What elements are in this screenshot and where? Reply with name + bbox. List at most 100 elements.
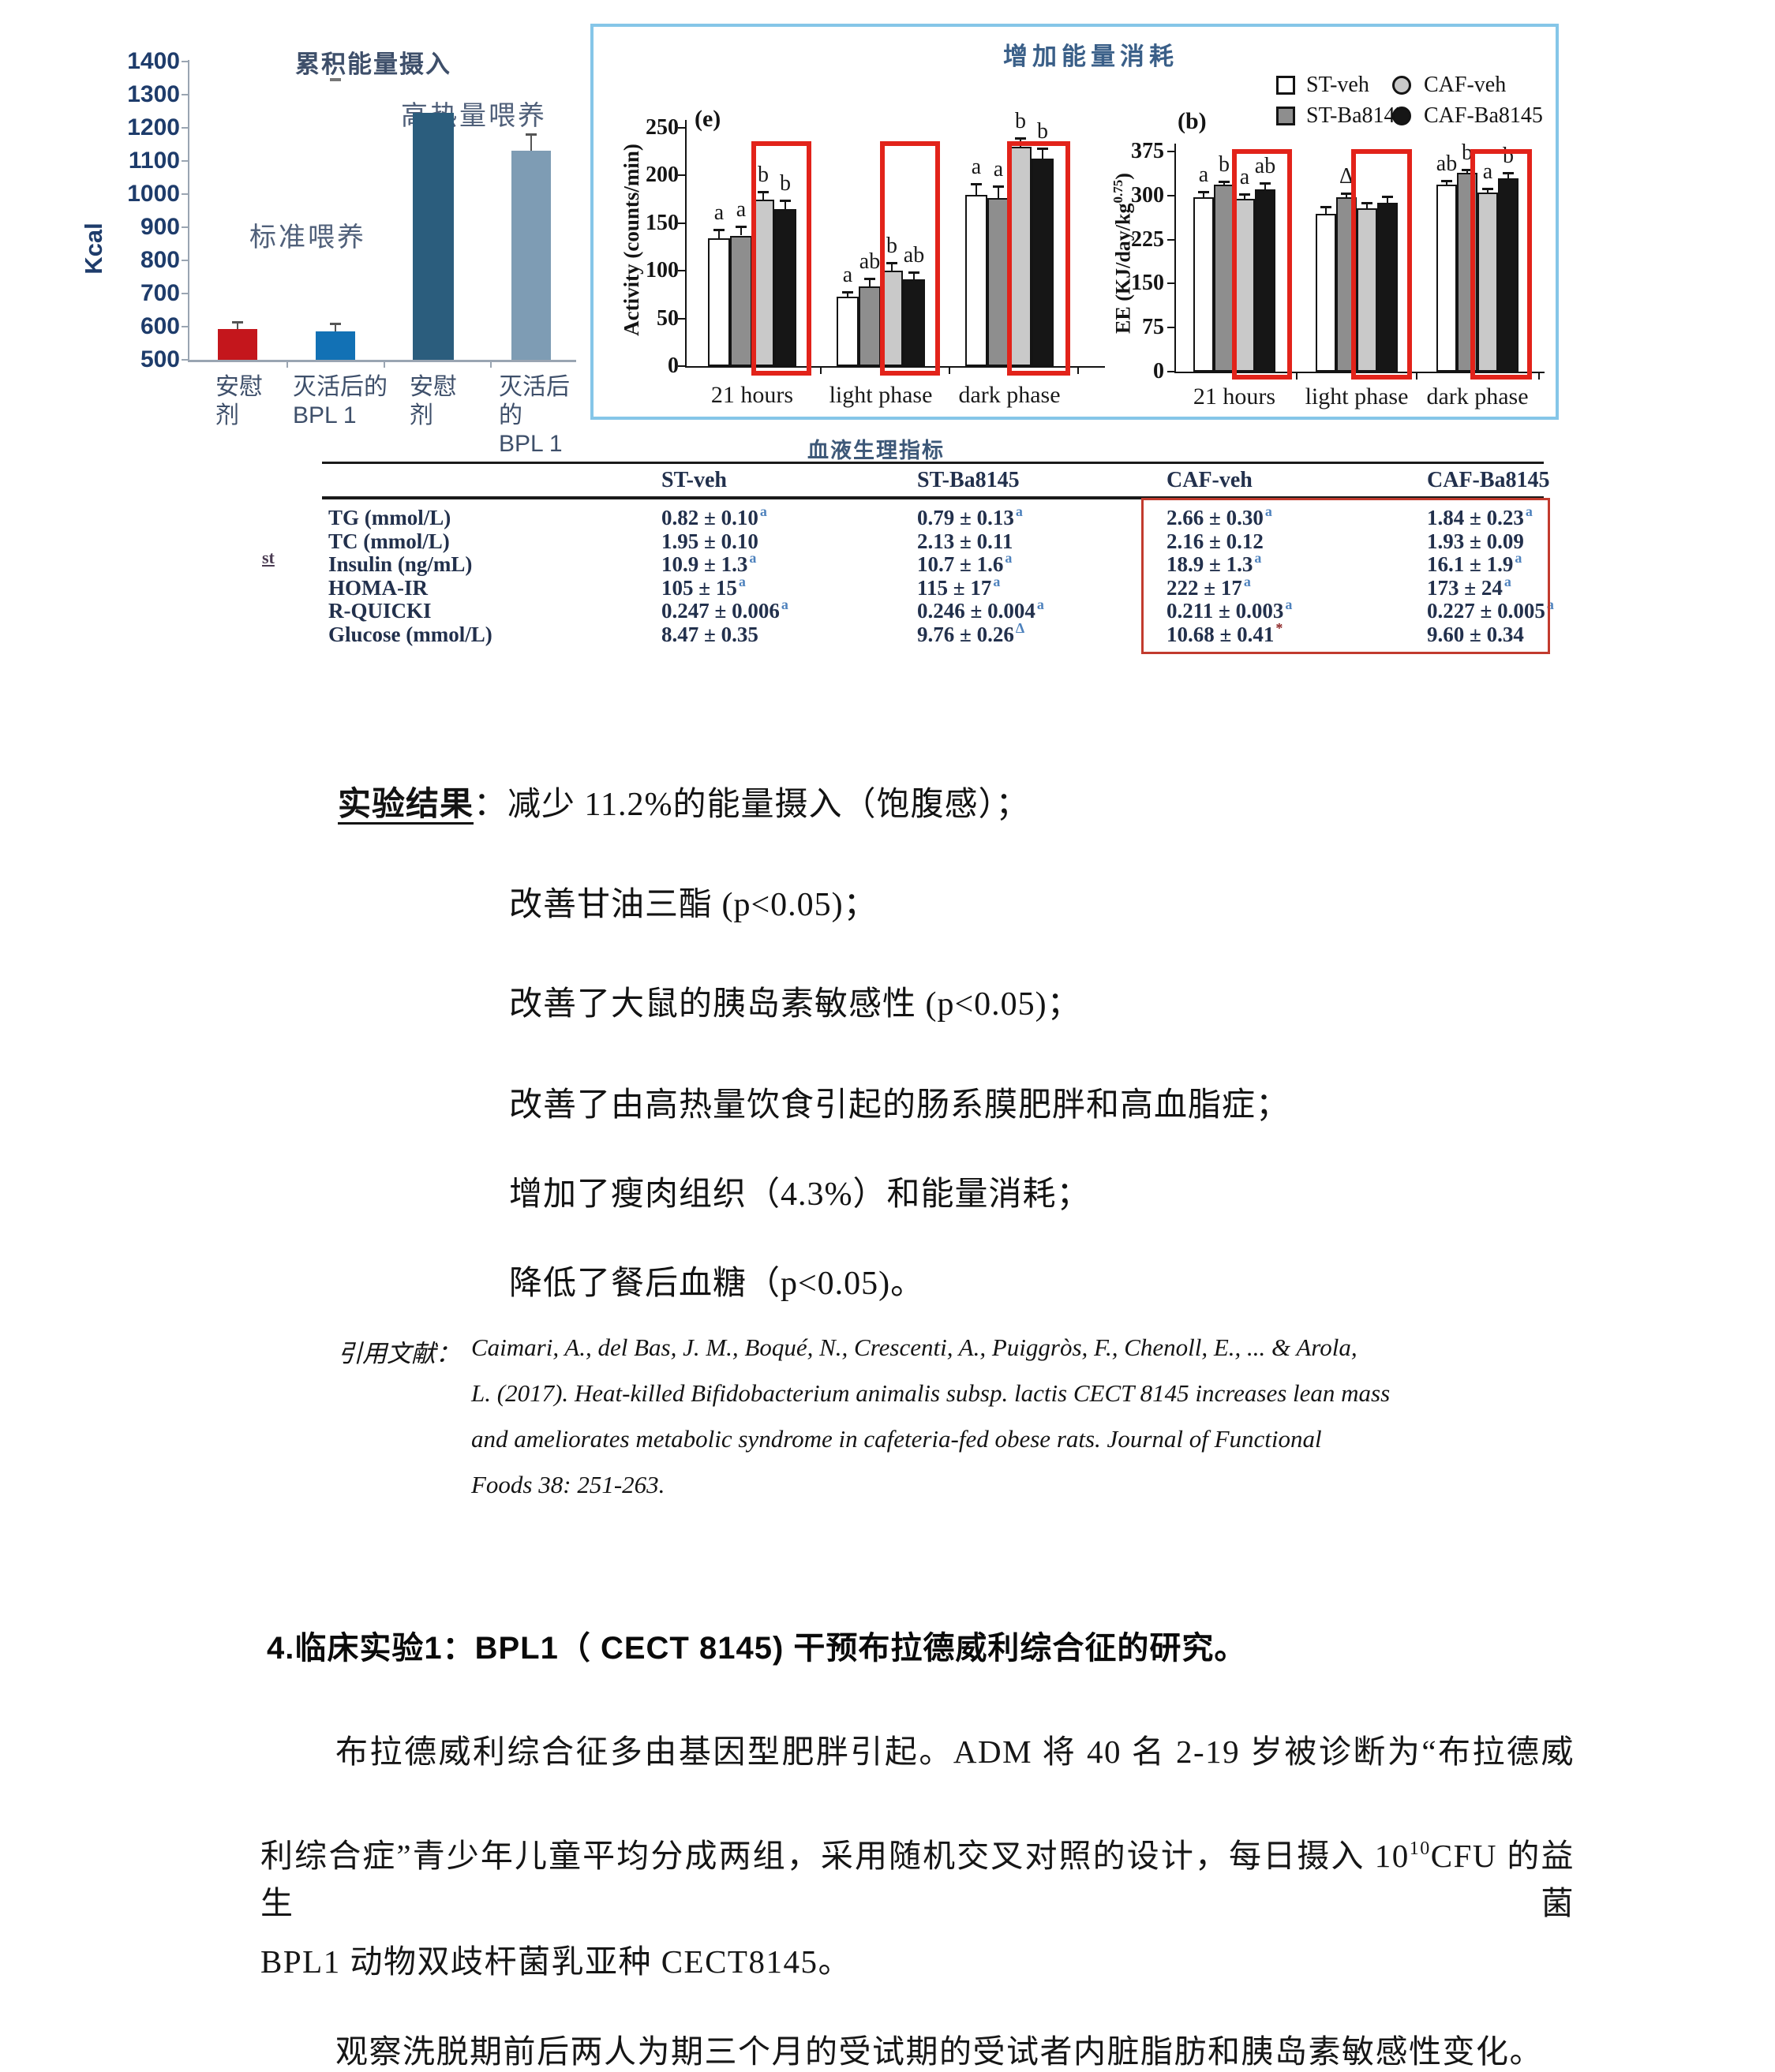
error-bar-line	[1387, 197, 1388, 204]
significance-label: b	[1219, 152, 1230, 178]
paragraph-1: 布拉德威利综合征多由基因型肥胖引起。ADM 将 40 名 2-19 岁被诊断为“…	[335, 1734, 1575, 1770]
error-bar-line	[1446, 181, 1447, 185]
results-heading-line: 实验结果：减少 11.2%的能量摄入（饱腹感）；	[338, 777, 1029, 825]
y-tick-label: 800	[140, 247, 180, 273]
error-bar-line	[1223, 182, 1225, 185]
error-bar-cap	[1503, 171, 1514, 174]
row-label: HOMA-IR	[328, 575, 428, 600]
error-bar-cap	[1015, 137, 1026, 140]
bar	[903, 279, 925, 366]
x-tick-mark	[384, 362, 385, 368]
bar	[708, 238, 730, 366]
bar	[1436, 185, 1457, 372]
x-category-label: 灭活后的 BPL 1	[499, 374, 570, 457]
table-cell: 10.68 ± 0.41 *	[1166, 619, 1283, 646]
error-bar-cap	[993, 185, 1004, 188]
cell-superscript: a	[1036, 597, 1044, 612]
y-tick-label: 250	[646, 115, 679, 140]
error-bar-cap	[1239, 193, 1250, 196]
error-bar-line	[237, 323, 238, 330]
paragraph-2: 利综合症”青少年儿童平均分成两组，采用随机交叉对照的设计，每日摄入 1010CF…	[260, 1829, 1575, 1924]
y-axis-line	[188, 60, 189, 361]
x-category-label: 安慰 剂	[215, 374, 263, 428]
y-tick-mark	[182, 160, 188, 162]
y-tick-mark	[182, 293, 188, 294]
column-header: ST-Ba8145	[917, 468, 1020, 492]
cell-superscript: a	[1015, 503, 1023, 519]
CAF-Ba8145-legend-marker	[1392, 107, 1411, 125]
panel-label-e: (e)	[695, 106, 721, 132]
y-tick-label: 600	[140, 313, 180, 339]
y-tick-mark	[182, 127, 188, 129]
error-bar-line	[335, 324, 336, 332]
ST-veh-legend-marker	[1276, 76, 1295, 95]
cell-superscript: a	[1504, 573, 1511, 589]
x-category-label: 21 hours	[710, 382, 794, 408]
bar	[1009, 147, 1032, 366]
table-cell: 105 ± 15 a	[661, 573, 746, 600]
x-tick-mark	[1077, 368, 1079, 374]
error-bar-cap	[330, 323, 341, 326]
row-label: TC (mmol/L)	[328, 529, 450, 553]
results-line-5: 增加了瘦肉组织（4.3%）和能量消耗；	[509, 1176, 1091, 1213]
y-tick-mark	[182, 260, 188, 261]
bar	[1255, 189, 1275, 372]
significance-label: ab	[859, 249, 881, 275]
y-tick-label: 75	[1142, 315, 1164, 340]
bar	[1316, 213, 1336, 372]
error-bar-cap	[1037, 147, 1048, 150]
x-category-label: dark phase	[958, 382, 1061, 408]
y-tick-label: 200	[646, 163, 679, 188]
CAF-veh-legend-marker	[1392, 76, 1411, 95]
error-bar-line	[998, 186, 999, 199]
cfu-exponent: 10	[1409, 1838, 1431, 1859]
significance-label: b	[1015, 109, 1026, 134]
cell-superscript: *	[1275, 619, 1283, 636]
y-tick-label: 150	[1131, 271, 1164, 296]
bar	[965, 194, 987, 366]
table-cell: 173 ± 24 a	[1427, 573, 1511, 600]
y-tick-label: 150	[646, 210, 679, 235]
table-cell: 1.93 ± 0.09	[1427, 529, 1524, 553]
x-category-label: dark phase	[1426, 383, 1529, 410]
significance-label: a	[1239, 165, 1250, 190]
bar	[1357, 208, 1377, 372]
x-tick-mark	[490, 362, 492, 368]
error-bar-line	[913, 272, 915, 280]
y-tick-mark	[1167, 371, 1174, 372]
y-tick-mark	[678, 222, 685, 224]
chart-title: 累积能量摄入	[295, 50, 451, 78]
y-tick-label: 375	[1131, 139, 1164, 163]
ST-Ba8145-legend-marker	[1276, 107, 1295, 125]
table-cell: 0.211 ± 0.003 a	[1166, 597, 1293, 623]
error-bar-cap	[864, 278, 875, 281]
table-highlight-box	[1141, 498, 1550, 654]
bar	[511, 151, 551, 360]
x-tick-mark	[286, 362, 288, 368]
error-bar-line	[740, 226, 742, 236]
table-cell: 16.1 ± 1.9 a	[1427, 550, 1522, 576]
significance-label: a	[1198, 163, 1209, 188]
error-bar-line	[1487, 189, 1489, 193]
error-bar-cap	[908, 271, 919, 274]
x-category-label: light phase	[1305, 383, 1409, 410]
citation-line-3: and ameliorates metabolic syndrome in ca…	[471, 1425, 1322, 1453]
x-category-label: 安慰 剂	[410, 374, 457, 428]
y-tick-mark	[182, 61, 188, 62]
error-bar-line	[1042, 148, 1043, 159]
x-axis-line	[188, 360, 576, 362]
side-note: st	[262, 548, 275, 567]
table-rule-top	[322, 462, 1544, 464]
y-tick-label: 300	[1131, 182, 1164, 208]
table-cell: 10.9 ± 1.3 a	[661, 550, 757, 576]
table-cell: 0.247 ± 0.006 a	[661, 597, 788, 623]
paragraph-2-tail: CFU 的益生菌	[260, 1838, 1575, 1921]
cell-superscript: a	[1546, 597, 1554, 612]
error-bar-cap	[1482, 187, 1493, 190]
cell-superscript: a	[749, 550, 757, 566]
highlight-box	[880, 141, 940, 376]
error-bar-line	[1507, 173, 1509, 179]
significance-label: ab	[903, 242, 925, 267]
x-axis-line	[1174, 372, 1545, 373]
